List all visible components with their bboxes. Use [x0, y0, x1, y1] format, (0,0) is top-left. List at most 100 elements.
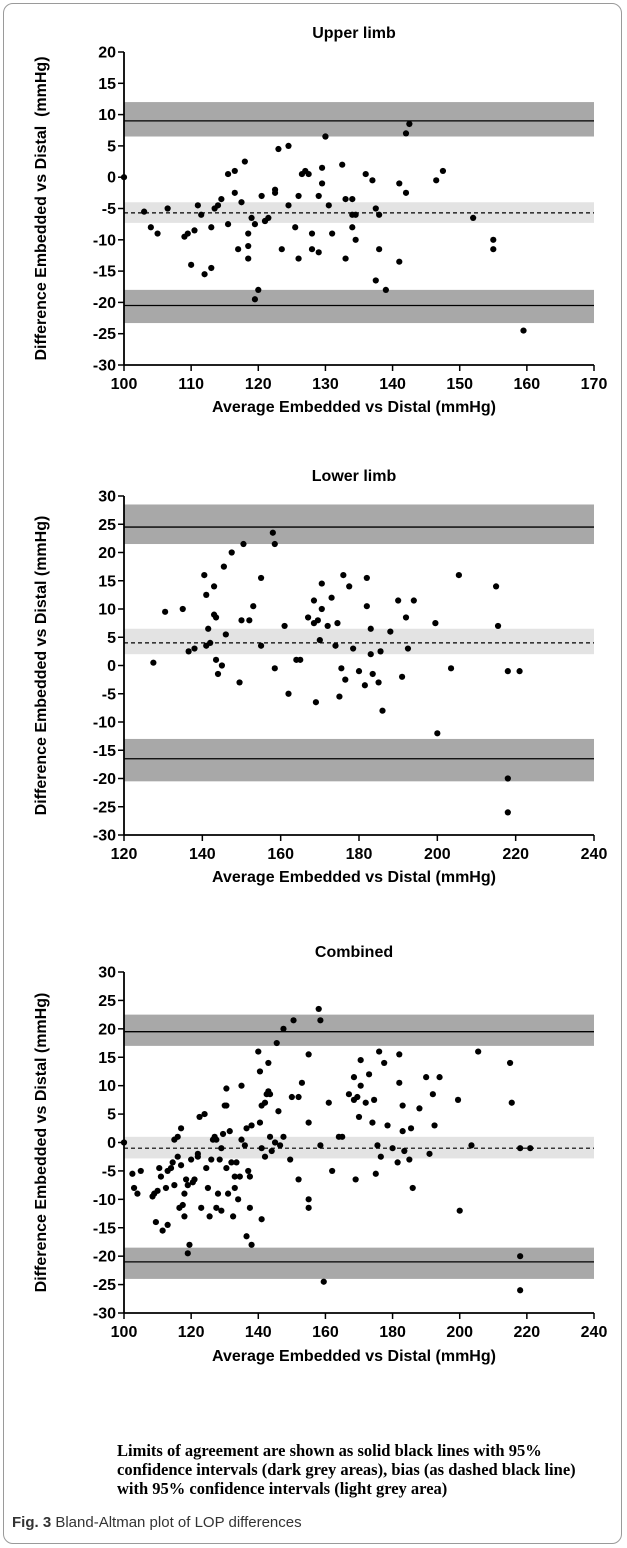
data-point: [181, 1213, 188, 1220]
x-tick-label: 100: [111, 376, 138, 393]
y-tick-label: 10: [98, 1078, 116, 1095]
data-point: [183, 1176, 190, 1183]
data-point: [223, 1102, 230, 1109]
data-point: [516, 668, 523, 675]
data-point: [295, 1093, 302, 1101]
data-point: [231, 1184, 238, 1192]
data-point: [377, 648, 384, 655]
lower-loa-ci-band: [124, 289, 594, 324]
caption-text: Bland-Altman plot of LOP differences: [55, 1514, 302, 1531]
data-point: [295, 192, 302, 200]
data-point: [396, 1079, 403, 1086]
upper-loa-ci-band: [124, 1014, 594, 1046]
x-tick-label: 220: [502, 846, 529, 863]
y-tick-label: 15: [98, 76, 116, 93]
data-point: [248, 1241, 255, 1248]
data-point: [241, 158, 248, 165]
data-point: [243, 1125, 250, 1132]
data-point: [305, 1204, 312, 1211]
data-point: [379, 707, 386, 714]
data-point: [208, 224, 215, 231]
figure-note: Limits of agreement are shown as solid b…: [117, 1441, 576, 1498]
data-point: [315, 249, 322, 256]
data-point: [245, 242, 252, 250]
data-point: [152, 1218, 159, 1226]
x-axis-label: Average Embedded vs Distal (mmHg): [212, 1348, 496, 1365]
data-point: [527, 1145, 534, 1152]
y-tick-label: 25: [98, 517, 116, 534]
data-point: [246, 617, 253, 624]
data-point: [367, 651, 374, 658]
data-point: [273, 1039, 280, 1047]
data-point: [357, 1056, 364, 1064]
x-tick-label: 200: [446, 1324, 473, 1341]
figure-caption: Fig. 3 Bland-Altman plot of LOP differen…: [12, 1514, 302, 1531]
data-point: [396, 180, 403, 187]
data-point: [342, 255, 349, 262]
data-point: [265, 1059, 272, 1067]
data-point: [261, 1153, 269, 1160]
data-point: [224, 1190, 232, 1197]
data-point: [235, 246, 242, 253]
y-tick-label: -10: [93, 715, 116, 732]
data-point: [342, 676, 349, 683]
data-point: [255, 286, 262, 293]
y-tick-label: 20: [98, 1021, 116, 1038]
data-point: [517, 1145, 524, 1152]
data-point: [376, 246, 383, 253]
data-point: [228, 549, 235, 556]
y-tick-label: -25: [93, 1277, 116, 1294]
y-tick-label: -20: [93, 295, 116, 312]
x-tick-label: 140: [379, 376, 406, 393]
data-point: [280, 1025, 287, 1032]
x-tick-label: 180: [346, 846, 373, 863]
x-tick-label: 100: [111, 1324, 138, 1341]
data-point: [389, 1145, 396, 1152]
data-point: [218, 1145, 225, 1152]
x-tick-label: 160: [312, 1324, 339, 1341]
data-point: [506, 1059, 514, 1067]
data-point: [147, 224, 154, 231]
x-tick-label: 150: [446, 376, 473, 393]
data-point: [517, 1287, 524, 1294]
data-point: [314, 617, 321, 624]
data-point: [322, 133, 329, 140]
data-point: [268, 1147, 275, 1155]
data-point: [184, 1250, 191, 1257]
data-point: [290, 1017, 297, 1024]
data-point: [130, 1184, 138, 1192]
data-point: [374, 1142, 381, 1149]
data-point: [455, 572, 462, 579]
data-point: [295, 1176, 302, 1183]
y-tick-label: -30: [93, 828, 116, 845]
data-point: [432, 620, 439, 627]
data-point: [120, 174, 128, 181]
bias-ci-band: [124, 628, 594, 655]
data-point: [409, 1184, 416, 1192]
data-point: [238, 1082, 245, 1089]
data-point: [492, 583, 500, 590]
data-point: [285, 142, 292, 149]
data-point: [278, 246, 285, 253]
data-point: [382, 286, 389, 293]
data-point: [230, 1213, 237, 1220]
data-point: [434, 730, 441, 737]
data-point: [224, 170, 232, 178]
data-point: [456, 1207, 463, 1214]
data-point: [203, 1164, 210, 1172]
y-tick-label: 25: [98, 993, 116, 1010]
x-tick-label: 220: [514, 1324, 541, 1341]
x-tick-label: 240: [581, 1324, 608, 1341]
data-point: [410, 597, 417, 604]
data-point: [218, 196, 225, 203]
data-point: [208, 1156, 215, 1163]
data-point: [280, 1133, 287, 1140]
data-point: [134, 1190, 141, 1197]
data-point: [375, 679, 382, 686]
data-point: [156, 1164, 163, 1172]
y-tick-label: 20: [98, 45, 116, 62]
data-point: [245, 1167, 252, 1175]
data-point: [354, 1093, 361, 1101]
data-point: [246, 1204, 253, 1211]
